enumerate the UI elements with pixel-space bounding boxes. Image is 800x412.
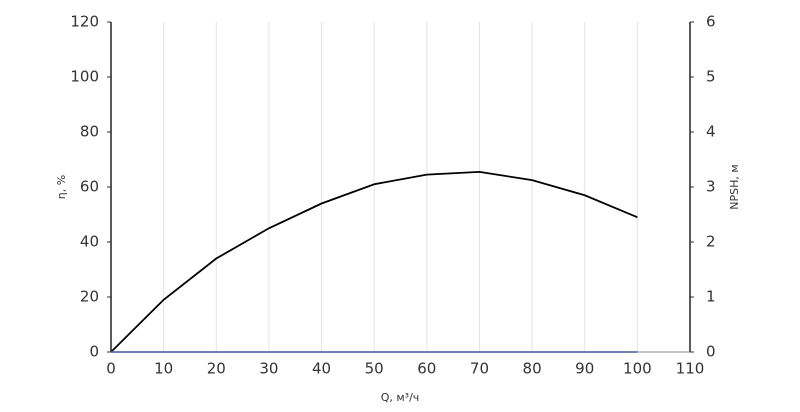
x-tick-label: 20 <box>207 360 226 378</box>
x-tick-label: 60 <box>417 360 436 378</box>
y2-tick-label: 4 <box>706 123 716 141</box>
y-tick-label: 120 <box>70 13 99 31</box>
y-tick-label: 20 <box>80 288 99 306</box>
x-tick-label: 110 <box>676 360 705 378</box>
y-tick-label: 40 <box>80 233 99 251</box>
x-tick-label: 90 <box>575 360 594 378</box>
x-tick-label: 10 <box>154 360 173 378</box>
y2-axis-title: NPSH, м <box>728 164 741 209</box>
x-tick-label: 40 <box>312 360 331 378</box>
x-tick-label: 30 <box>259 360 278 378</box>
y-tick-label: 60 <box>80 178 99 196</box>
y2-tick-label: 0 <box>706 343 716 361</box>
series-line <box>110 170 638 353</box>
x-tick-label: 0 <box>106 360 116 378</box>
x-tick-label: 100 <box>623 360 652 378</box>
y-tick-label: 100 <box>70 68 99 86</box>
y2-tick-label: 1 <box>706 288 716 306</box>
x-tick-label: 80 <box>523 360 542 378</box>
y2-tick-label: 6 <box>706 13 716 31</box>
x-tick-label: 70 <box>470 360 489 378</box>
x-axis-title: Q, м³/ч <box>381 391 420 404</box>
y2-tick-label: 5 <box>706 68 716 86</box>
y-tick-label: 80 <box>80 123 99 141</box>
y2-tick-label: 2 <box>706 233 716 251</box>
y-axis-title: η, % <box>55 175 68 199</box>
y2-tick-label: 3 <box>706 178 716 196</box>
x-tick-label: 50 <box>365 360 384 378</box>
y-tick-label: 0 <box>89 343 99 361</box>
